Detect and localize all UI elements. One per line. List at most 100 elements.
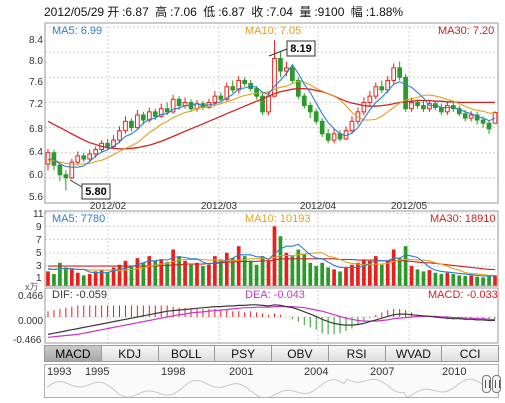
min-callout-box (81, 183, 111, 200)
volume-bar-up (183, 260, 187, 286)
volume-label: 量 (299, 5, 312, 19)
volume-bar-up (147, 256, 152, 286)
timeline-navigator[interactable]: 1993 1995 1998 2001 2004 2007 2010 (44, 364, 501, 398)
price-ma10-label: MA10: 7.05 (245, 25, 301, 37)
candle-up (391, 67, 397, 81)
x-tick-2012-03: 2012/03 (201, 201, 238, 212)
candle-up (266, 95, 271, 113)
candle-down (164, 108, 170, 113)
candle-down (415, 101, 420, 107)
price-tick-6.4: 6.4 (29, 147, 43, 158)
price-ma10-line (48, 80, 495, 165)
quote-header: 2012/05/29 开:6.87 高:7.06 低:6.87 收:7.04 量:… (44, 3, 406, 20)
price-panel-frame (44, 22, 499, 204)
volume-bar-down (129, 266, 134, 286)
timeline-left-handle[interactable] (482, 375, 491, 393)
candle-up (444, 105, 450, 113)
macd-value-label: MACD: -0.033 (428, 289, 498, 301)
high-sep: : (170, 5, 174, 19)
volume-bar-down (314, 266, 319, 286)
volume-bar-down (105, 272, 110, 286)
candle-down (176, 98, 182, 107)
volume-bar-up (284, 252, 289, 286)
volume-bar-up (391, 249, 396, 286)
macd-tick-bottom: -0.466 (13, 335, 42, 345)
indicator-tabs: MACD KDJ BOLL PSY OBV RSI WVAD CCI (44, 345, 499, 362)
volume-bar-up (427, 270, 432, 286)
tab-kdj[interactable]: KDJ (101, 346, 159, 361)
volume-bar-down (153, 260, 158, 286)
volume-bar-down (475, 276, 479, 286)
volume-bar-down (177, 256, 181, 286)
candle-down (403, 76, 408, 110)
volume-bars (46, 226, 497, 286)
candle-up (427, 103, 432, 110)
volume-bar-up (493, 275, 497, 286)
min-price-label: 5.80 (85, 186, 106, 198)
price-ma30-line (47, 87, 495, 150)
candle-down (152, 111, 158, 117)
price-tick-8.0: 8.0 (29, 56, 43, 67)
tab-cci[interactable]: CCI (442, 346, 498, 361)
candle-down (290, 67, 295, 81)
volume-bar-down (52, 274, 56, 286)
x-tick-2012-04: 2012/04 (300, 201, 337, 212)
year-1993: 1993 (47, 366, 72, 378)
candle-down (486, 122, 492, 130)
volume-y-ticks: 11 9 7 5 3 1 (33, 209, 44, 284)
candle-up (123, 120, 128, 132)
timeline-right-handle[interactable] (492, 375, 501, 393)
low-value: 6.87 (221, 5, 245, 19)
volume-ma5-label: MA5: 7780 (52, 213, 105, 225)
vol-tick-9: 9 (36, 222, 42, 233)
volume-bar-up (409, 266, 414, 286)
volume-unit-label: x万 (25, 282, 39, 292)
year-1995: 1995 (85, 366, 110, 378)
candle-up (236, 79, 242, 91)
volume-bar-down (254, 264, 259, 286)
tab-wvad[interactable]: WVAD (385, 346, 443, 361)
candle-up (69, 161, 75, 179)
tab-boll[interactable]: BOLL (158, 346, 216, 361)
tab-macd[interactable]: MACD (45, 346, 102, 361)
volume-sep: : (314, 5, 318, 19)
volume-bar-up (445, 272, 450, 286)
candle-down (260, 95, 265, 113)
volume-bar-up (344, 267, 348, 286)
volume-bar-up (171, 249, 175, 286)
candle-down (230, 86, 236, 91)
volume-bar-up (272, 226, 277, 286)
volume-bar-up (75, 272, 80, 286)
candle-up (45, 152, 51, 165)
chart-canvas[interactable]: MA5: 6.99 MA10: 7.05 MA30: 7.20 8.4 8.0 … (0, 0, 505, 345)
macd-tick-top: 0.466 (18, 291, 43, 302)
candle-down (379, 86, 385, 91)
volume-bar-up (87, 274, 92, 286)
volume-bar-up (356, 262, 360, 286)
volume-bar-up (46, 271, 50, 286)
macd-panel-frame (44, 287, 499, 344)
price-ma5-label: MA5: 6.99 (52, 25, 102, 37)
volume-value: 9100 (317, 5, 345, 19)
tab-obv[interactable]: OBV (272, 346, 329, 361)
volume-panel-frame (44, 210, 499, 287)
vol-tick-1: 1 (36, 273, 42, 284)
tab-psy[interactable]: PSY (215, 346, 272, 361)
volume-bar-down (433, 272, 438, 286)
candle-down (105, 142, 110, 147)
candle-up (158, 108, 164, 117)
volume-bar-down (58, 262, 62, 286)
year-2004: 2004 (304, 366, 329, 378)
volume-bar-down (278, 236, 283, 286)
tab-rsi[interactable]: RSI (328, 346, 386, 361)
volume-bar-down (201, 266, 205, 286)
candle-down (480, 119, 486, 124)
candle-up (75, 155, 81, 163)
candle-up (409, 101, 414, 110)
volume-bar-down (487, 276, 491, 286)
volume-bar-down (326, 267, 330, 286)
volume-bar-down (421, 271, 426, 286)
macd-dif-label: DIF: -0.059 (52, 289, 107, 301)
open-sep: : (122, 5, 126, 19)
